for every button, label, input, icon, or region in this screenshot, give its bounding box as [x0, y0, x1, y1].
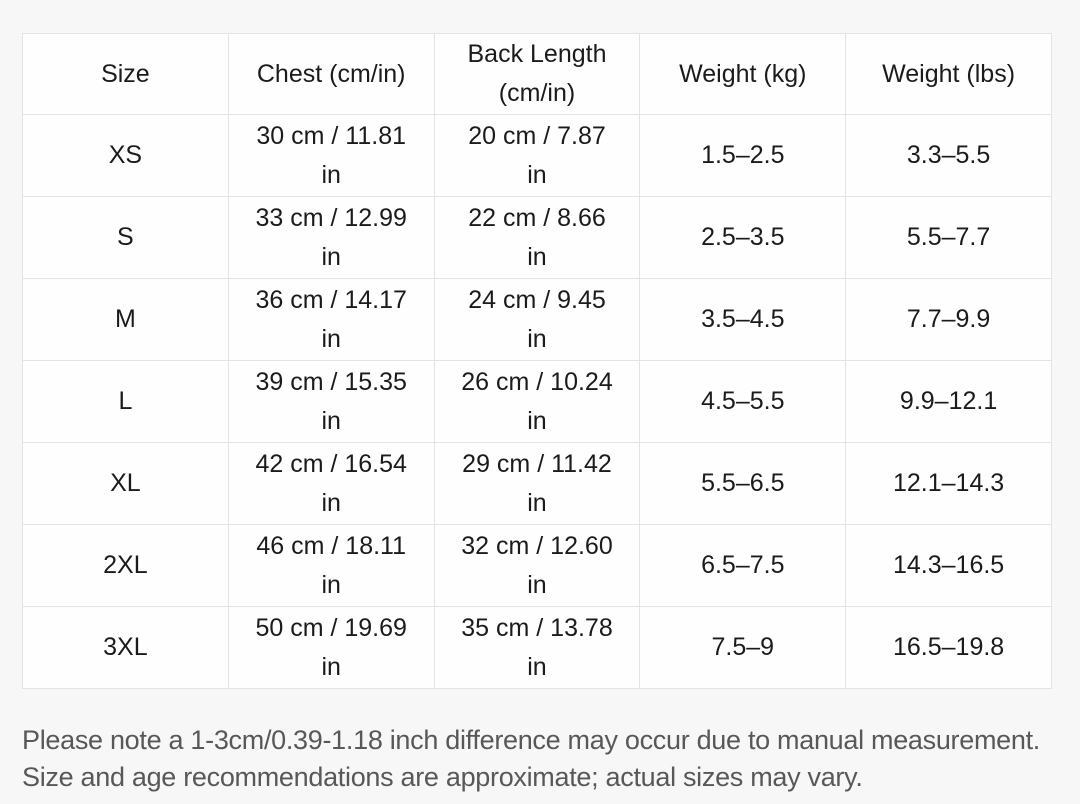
cell-weight-kg: 4.5–5.5	[639, 360, 847, 443]
cell-size: 2XL	[22, 524, 229, 607]
cell-size: S	[22, 196, 229, 279]
table-row: XS 30 cm / 11.81 in 20 cm / 7.87 in 1.5–…	[22, 114, 1052, 197]
cell-weight-lbs: 9.9–12.1	[845, 360, 1052, 443]
cell-size: XL	[22, 442, 229, 525]
cell-chest: 30 cm / 11.81 in	[227, 114, 435, 197]
cell-weight-lbs: 14.3–16.5	[845, 524, 1052, 607]
column-header-size: Size	[22, 33, 229, 115]
cell-chest: 33 cm / 12.99 in	[227, 196, 435, 279]
size-chart-table: Size Chest (cm/in) Back Length (cm/in) W…	[22, 33, 1052, 689]
header-row: Size Chest (cm/in) Back Length (cm/in) W…	[22, 33, 1052, 115]
column-header-weight-lbs: Weight (lbs)	[845, 33, 1052, 115]
cell-chest: 36 cm / 14.17 in	[227, 278, 435, 361]
cell-back-length: 32 cm / 12.60 in	[433, 524, 641, 607]
cell-weight-lbs: 16.5–19.8	[845, 606, 1052, 689]
table-row: L 39 cm / 15.35 in 26 cm / 10.24 in 4.5–…	[22, 360, 1052, 443]
table-row: S 33 cm / 12.99 in 22 cm / 8.66 in 2.5–3…	[22, 196, 1052, 279]
cell-chest: 50 cm / 19.69 in	[227, 606, 435, 689]
cell-size: M	[22, 278, 229, 361]
cell-back-length: 26 cm / 10.24 in	[433, 360, 641, 443]
cell-back-length: 24 cm / 9.45 in	[433, 278, 641, 361]
table-row: XL 42 cm / 16.54 in 29 cm / 11.42 in 5.5…	[22, 442, 1052, 525]
cell-weight-kg: 7.5–9	[639, 606, 847, 689]
table-row: 3XL 50 cm / 19.69 in 35 cm / 13.78 in 7.…	[22, 606, 1052, 689]
cell-weight-kg: 2.5–3.5	[639, 196, 847, 279]
cell-back-length: 22 cm / 8.66 in	[433, 196, 641, 279]
cell-size: XS	[22, 114, 229, 197]
cell-weight-kg: 5.5–6.5	[639, 442, 847, 525]
cell-weight-kg: 1.5–2.5	[639, 114, 847, 197]
cell-back-length: 20 cm / 7.87 in	[433, 114, 641, 197]
cell-back-length: 35 cm / 13.78 in	[433, 606, 641, 689]
cell-chest: 42 cm / 16.54 in	[227, 442, 435, 525]
cell-size: L	[22, 360, 229, 443]
column-header-chest: Chest (cm/in)	[227, 33, 435, 115]
table-row: 2XL 46 cm / 18.11 in 32 cm / 12.60 in 6.…	[22, 524, 1052, 607]
table-row: M 36 cm / 14.17 in 24 cm / 9.45 in 3.5–4…	[22, 278, 1052, 361]
cell-back-length: 29 cm / 11.42 in	[433, 442, 641, 525]
cell-weight-kg: 3.5–4.5	[639, 278, 847, 361]
column-header-back-length: Back Length (cm/in)	[433, 33, 641, 115]
column-header-weight-kg: Weight (kg)	[639, 33, 847, 115]
cell-weight-kg: 6.5–7.5	[639, 524, 847, 607]
cell-weight-lbs: 7.7–9.9	[845, 278, 1052, 361]
cell-weight-lbs: 5.5–7.7	[845, 196, 1052, 279]
cell-size: 3XL	[22, 606, 229, 689]
cell-weight-lbs: 12.1–14.3	[845, 442, 1052, 525]
size-chart-container: Size Chest (cm/in) Back Length (cm/in) W…	[22, 33, 1052, 689]
cell-chest: 39 cm / 15.35 in	[227, 360, 435, 443]
cell-chest: 46 cm / 18.11 in	[227, 524, 435, 607]
cell-weight-lbs: 3.3–5.5	[845, 114, 1052, 197]
measurement-disclaimer-note: Please note a 1-3cm/0.39-1.18 inch diffe…	[22, 725, 1040, 792]
